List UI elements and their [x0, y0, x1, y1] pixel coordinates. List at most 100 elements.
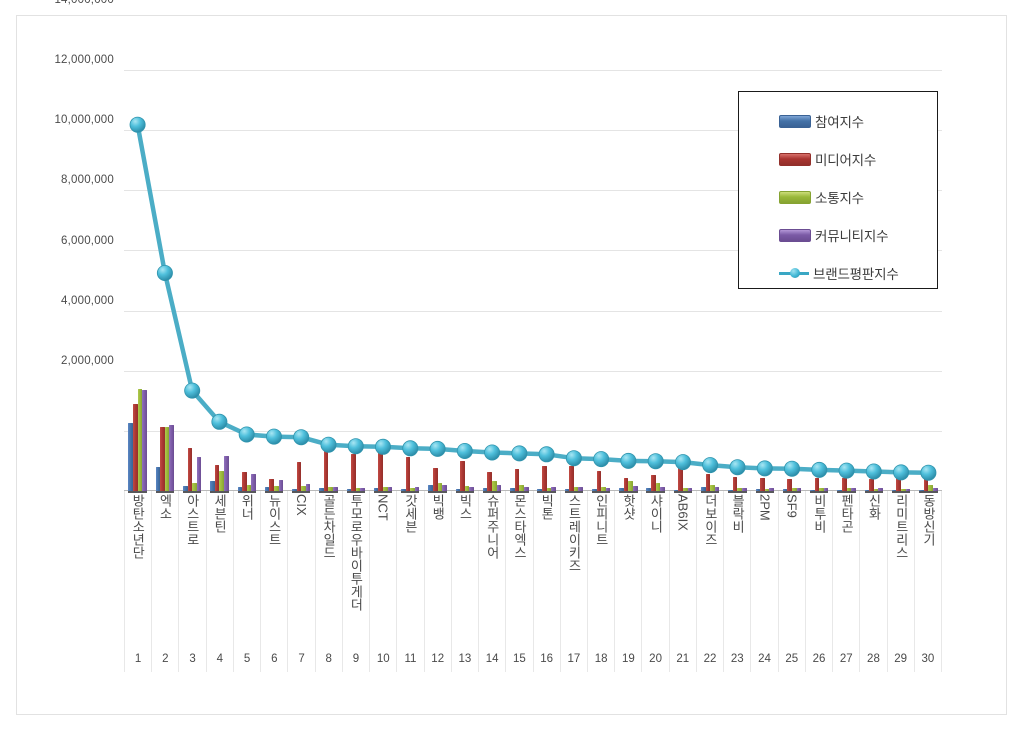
rank-cell: 24: [750, 646, 777, 672]
bar: [896, 478, 902, 493]
line-data-point: [784, 460, 801, 477]
x-axis-category-label: 샤이니: [648, 494, 664, 533]
bar: [578, 487, 584, 493]
rank-label: 30: [921, 653, 935, 665]
bar: [764, 488, 770, 494]
rank-label: 10: [376, 653, 390, 665]
rank-cell: 13: [450, 646, 478, 672]
bar: [769, 488, 774, 493]
rank-cell: 16: [532, 646, 560, 672]
bar: [737, 488, 743, 493]
legend-item-community[interactable]: 커뮤니티지수: [739, 216, 937, 254]
gridline: [124, 250, 942, 252]
bar-group: [369, 70, 396, 494]
y-axis-tick-label: 8,000,000: [61, 174, 114, 187]
legend-item-brand-reputation[interactable]: 브랜드평판지수: [739, 254, 937, 292]
x-axis-label-cell: 빅스: [451, 494, 478, 642]
x-axis-category-label: 리미트리스: [893, 494, 909, 559]
bar-group: [288, 70, 315, 494]
bar: [633, 486, 638, 493]
rank-label: 26: [812, 653, 826, 665]
bar: [373, 487, 379, 494]
x-axis-label-cell: CIX: [288, 494, 315, 642]
bar: [601, 487, 606, 493]
rank-label: 16: [540, 653, 554, 665]
line-data-point: [238, 426, 255, 443]
bar: [414, 487, 420, 493]
bar: [551, 487, 556, 493]
x-axis-category-label: 아스트로: [184, 494, 200, 546]
bar: [510, 487, 515, 494]
legend-item-participation[interactable]: 참여지수: [739, 102, 937, 140]
bar-series-layer: [124, 70, 942, 494]
legend-item-communication[interactable]: 소통지수: [739, 178, 937, 216]
legend-item-media[interactable]: 미디어지수: [739, 140, 937, 178]
bar: [732, 476, 738, 494]
x-axis-category-label: 방탄소년단: [130, 494, 146, 559]
gridline: [124, 130, 942, 132]
bar: [523, 486, 529, 493]
bar: [605, 487, 611, 494]
bar: [196, 457, 202, 493]
line-data-point: [838, 462, 855, 479]
bar: [460, 460, 465, 494]
gridline: [124, 70, 942, 71]
rank-cell: 28: [859, 646, 886, 672]
rank-label: 14: [485, 653, 499, 665]
rank-cell: 6: [260, 646, 287, 672]
gridline: [124, 430, 942, 432]
bar-group: [506, 70, 533, 494]
x-axis-category-label: 슈퍼주니어: [484, 494, 500, 559]
bar: [142, 390, 147, 493]
y-axis-tick-label: 10,000,000: [54, 114, 114, 127]
rank-label: 15: [513, 653, 526, 665]
line-data-point: [129, 116, 146, 133]
rank-cell: 14: [478, 646, 505, 672]
bar: [537, 488, 543, 494]
x-axis-category-labels: 방탄소년단 엑소 아스트로 세븐틴 위너 뉴이스트 CIX 골든차일드 투모로우바이투게더 NCT…: [124, 494, 942, 642]
bar: [596, 471, 602, 493]
bar: [387, 486, 393, 493]
bar: [360, 488, 365, 493]
bar: [628, 481, 633, 493]
bar: [128, 423, 134, 493]
bar: [346, 489, 352, 493]
bar: [919, 489, 924, 494]
x-axis-category-label: AB6IX: [675, 494, 691, 531]
rank-label: 17: [567, 653, 581, 665]
bar-group: [887, 70, 914, 494]
rank-label: 9: [352, 653, 360, 665]
legend-item-label: 참여지수: [815, 115, 864, 130]
rank-label: 5: [243, 653, 251, 665]
bar-group: [533, 70, 560, 494]
line-data-point: [156, 264, 173, 281]
line-data-point: [320, 436, 337, 453]
bar-group: [260, 70, 287, 494]
rank-cell: 8: [314, 646, 342, 672]
bar: [405, 457, 411, 493]
bar-group: [151, 70, 178, 494]
x-axis-category-label: 갓세븐: [402, 494, 418, 533]
rank-label: 2: [162, 653, 169, 665]
line-data-point: [347, 438, 364, 455]
bar-group: [315, 70, 342, 494]
gridline: [124, 370, 942, 372]
rank-cell: 27: [832, 646, 859, 672]
bar: [160, 427, 165, 493]
bar: [655, 482, 661, 494]
bar: [701, 487, 706, 493]
bar: [569, 466, 574, 493]
x-axis-label-cell: 골든차일드: [315, 494, 342, 642]
x-axis-label-cell: 핫샷: [615, 494, 642, 642]
bar: [164, 426, 170, 494]
rank-label: 1: [134, 653, 142, 665]
x-axis-category-label: CIX: [293, 494, 309, 516]
rank-label: 29: [894, 653, 908, 665]
rank-cell: 3: [178, 646, 205, 672]
bar: [710, 485, 715, 493]
line-data-point: [756, 460, 773, 477]
rank-cell: 17: [559, 646, 587, 672]
bar: [246, 485, 252, 493]
rank-cell: 19: [614, 646, 641, 672]
rank-cell: 23: [723, 646, 750, 672]
